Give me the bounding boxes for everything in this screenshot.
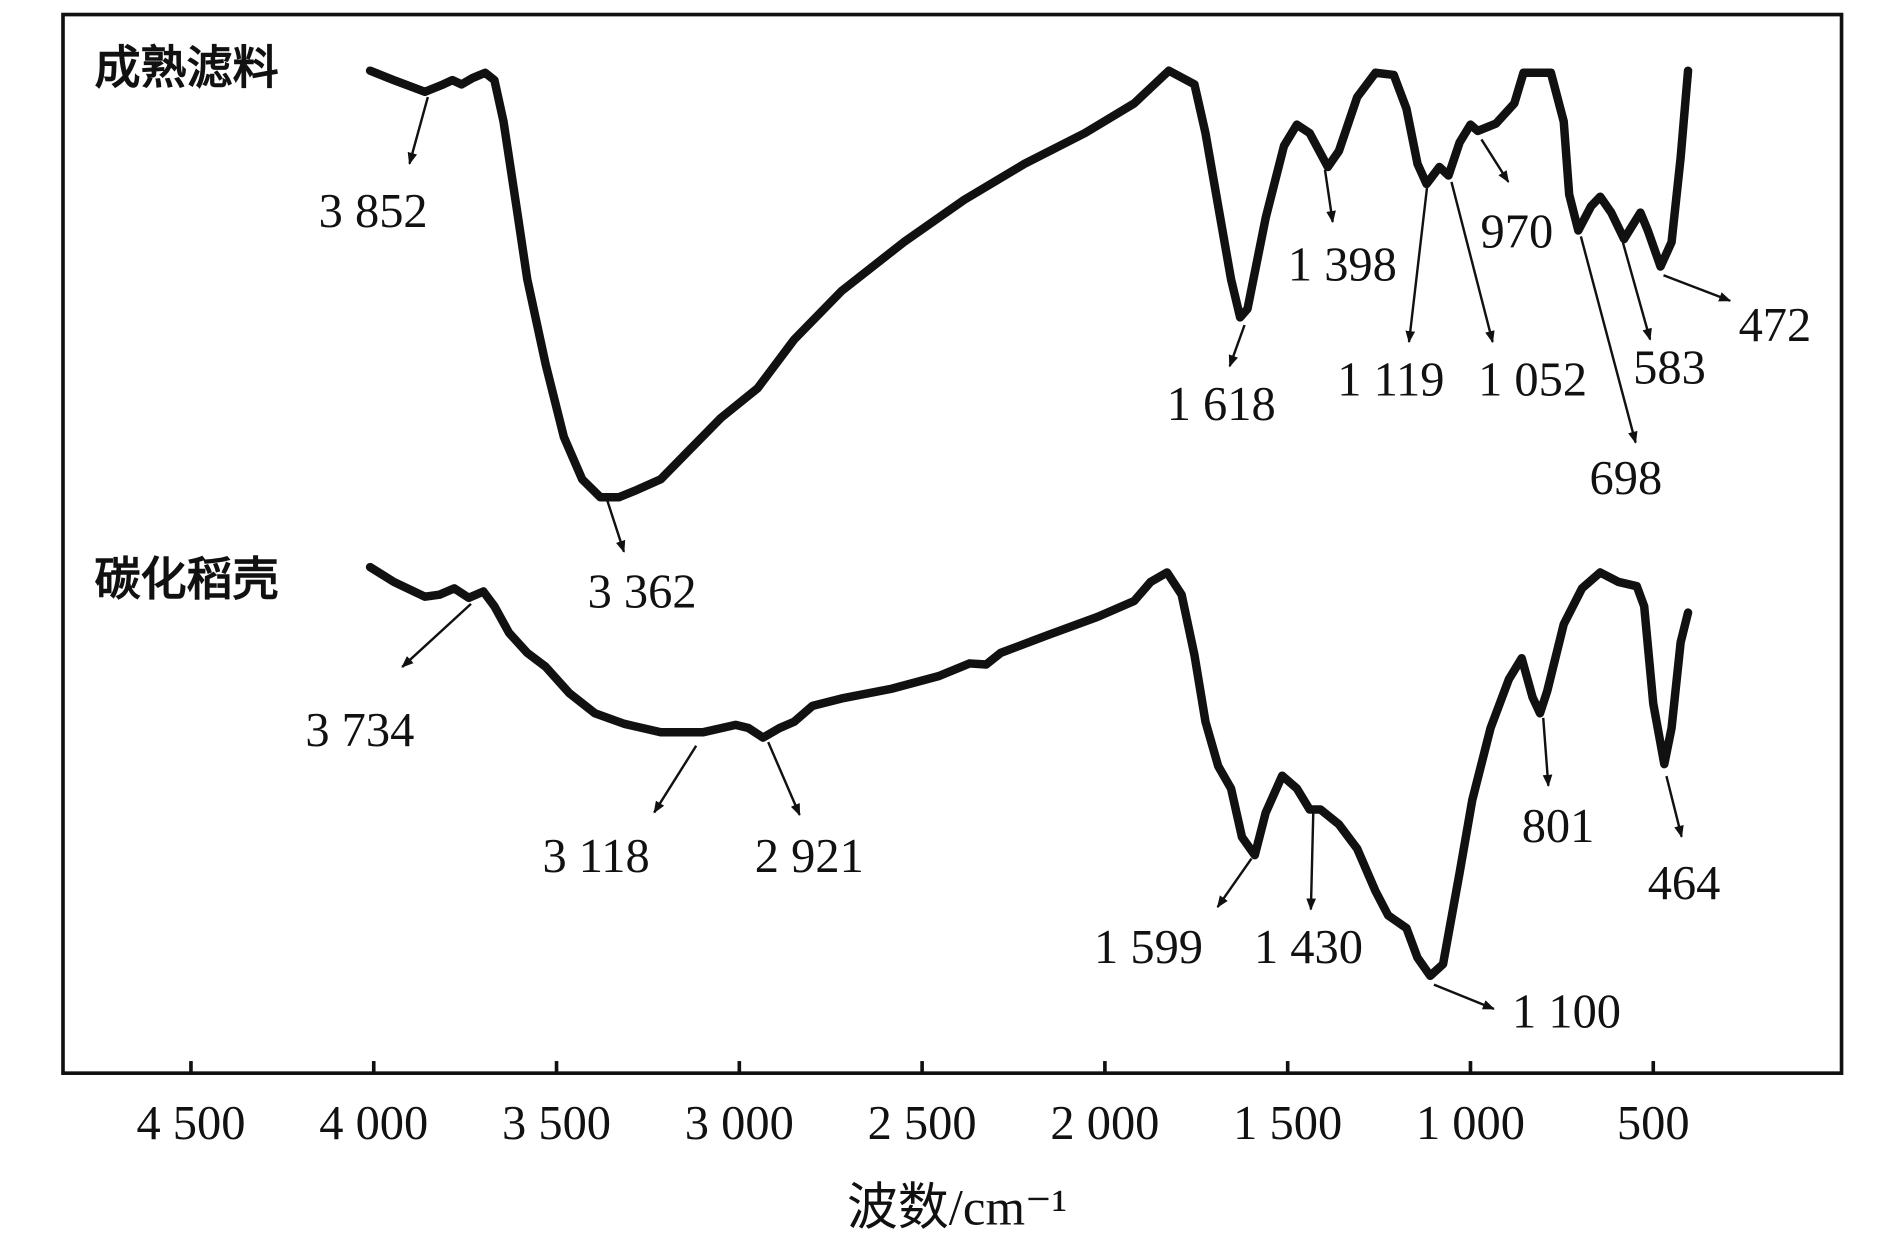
annotation-arrow (605, 499, 626, 553)
annotation-label: 1 052 (1478, 354, 1587, 407)
annotation-label: 698 (1590, 452, 1663, 505)
annotation-arrow (1480, 138, 1510, 183)
x-tick-label: 1 500 (1233, 1097, 1342, 1150)
annotation-arrow (401, 602, 472, 668)
annotation-label: 1 430 (1254, 921, 1363, 974)
series-label: 成熟滤料 (95, 42, 279, 93)
x-tick-label: 2 000 (1050, 1097, 1159, 1150)
spectrum-line (365, 66, 1693, 502)
annotation-arrow (1665, 775, 1684, 838)
annotation-label: 1 100 (1512, 985, 1621, 1038)
x-tick-label: 4 000 (319, 1097, 428, 1150)
annotation-arrow (1621, 242, 1652, 341)
annotation-arrow (1216, 857, 1253, 909)
annotation-label: 3 362 (588, 566, 697, 619)
annotation-arrow (1228, 324, 1246, 368)
annotation-label: 3 852 (319, 185, 428, 238)
annotation-arrow (1450, 181, 1495, 344)
annotation-arrow (1579, 236, 1638, 444)
annotation-label: 464 (1648, 857, 1721, 910)
annotation-arrow (653, 745, 698, 814)
annotation-label: 1 618 (1167, 378, 1276, 431)
plot-frame (61, 12, 1844, 1075)
annotation-label: 1 119 (1337, 354, 1444, 407)
annotation-label: 2 921 (755, 830, 864, 883)
x-tick-label: 4 500 (136, 1097, 245, 1150)
x-tick-label: 2 500 (868, 1097, 977, 1150)
annotation-label: 1 599 (1094, 921, 1203, 974)
annotation-arrow (767, 741, 801, 816)
annotation-arrow (1405, 187, 1429, 344)
x-axis-title: 波数/cm⁻¹ (847, 1180, 1067, 1236)
annotation-arrow (407, 96, 430, 165)
x-tick-label: 500 (1617, 1097, 1690, 1150)
x-tick-label: 3 000 (685, 1097, 794, 1150)
annotation-label: 3 734 (305, 704, 414, 757)
series-label: 碳化稻壳 (95, 554, 279, 605)
annotation-label: 801 (1522, 800, 1595, 853)
annotation-arrow (1433, 983, 1495, 1011)
annotation-arrow (1542, 717, 1553, 787)
x-tick-label: 1 000 (1416, 1097, 1525, 1150)
annotation-label: 583 (1633, 341, 1706, 394)
annotation-label: 970 (1481, 206, 1554, 259)
spectrum-line (365, 562, 1693, 981)
annotation-arrow (1323, 169, 1336, 224)
annotation-arrow (1306, 812, 1316, 911)
annotation-label: 1 398 (1288, 238, 1397, 291)
annotation-label: 472 (1739, 299, 1812, 352)
annotation-arrow (1663, 274, 1732, 302)
annotation-label: 3 118 (542, 830, 649, 883)
x-tick-label: 3 500 (502, 1097, 611, 1150)
